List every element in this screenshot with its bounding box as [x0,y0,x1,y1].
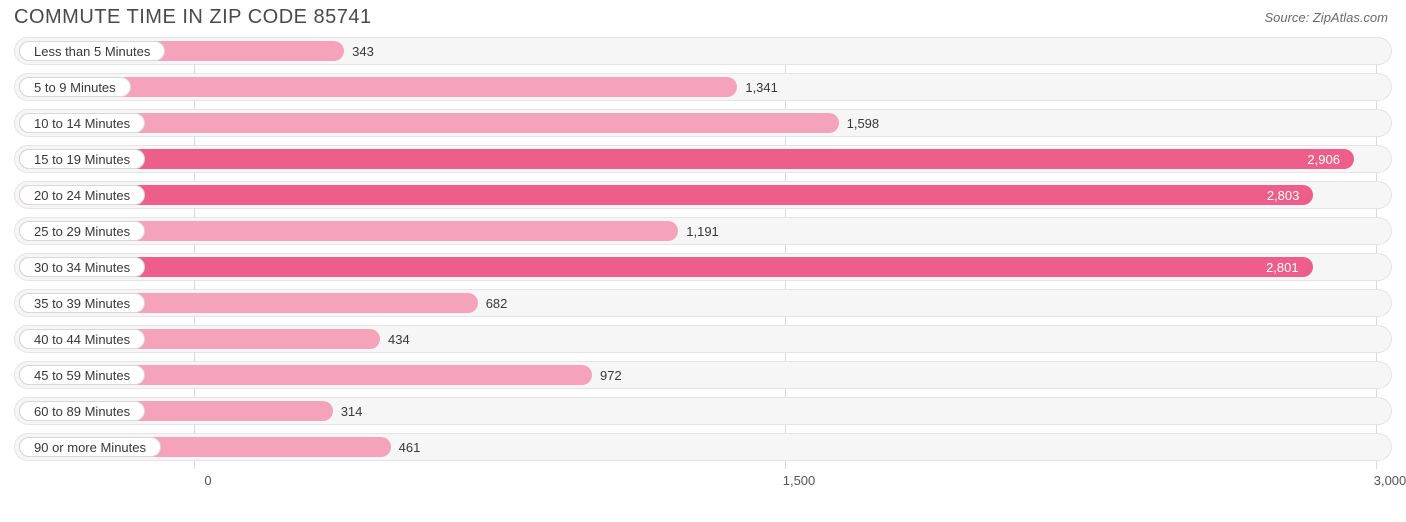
bar-fill [19,185,1313,205]
bar-value-label: 343 [352,38,374,64]
bar-value-label: 972 [600,362,622,388]
bar-value-label: 434 [388,326,410,352]
bar-value-label: 2,906 [1307,146,1340,172]
bar-track: 90 or more Minutes 461 [14,433,1392,461]
bar-track: 30 to 34 Minutes 2,801 [14,253,1392,281]
bar-track: 35 to 39 Minutes 682 [14,289,1392,317]
x-tick-label: 1,500 [783,473,816,488]
bar-track: 60 to 89 Minutes 314 [14,397,1392,425]
category-pill: 20 to 24 Minutes [19,185,145,205]
category-pill: 35 to 39 Minutes [19,293,145,313]
bar-track: 5 to 9 Minutes 1,341 [14,73,1392,101]
category-pill: 90 or more Minutes [19,437,161,457]
chart-header: COMMUTE TIME IN ZIP CODE 85741 Source: Z… [0,0,1406,37]
bar-value-label: 1,598 [847,110,880,136]
category-pill: 15 to 19 Minutes [19,149,145,169]
bar-value-label: 1,341 [745,74,778,100]
category-pill: 45 to 59 Minutes [19,365,145,385]
category-pill: 5 to 9 Minutes [19,77,131,97]
bar-value-label: 2,801 [1266,254,1299,280]
source-prefix: Source: [1264,10,1312,25]
category-pill: Less than 5 Minutes [19,41,165,61]
x-tick-label: 3,000 [1374,473,1406,488]
bar-value-label: 682 [486,290,508,316]
category-pill: 25 to 29 Minutes [19,221,145,241]
chart-plot-area: Less than 5 Minutes 343 5 to 9 Minutes 1,34… [0,37,1406,497]
category-pill: 40 to 44 Minutes [19,329,145,349]
bar-track: 20 to 24 Minutes 2,803 [14,181,1392,209]
bar-value-label: 314 [341,398,363,424]
bar-track: 45 to 59 Minutes 972 [14,361,1392,389]
category-pill: 60 to 89 Minutes [19,401,145,421]
bar-value-label: 2,803 [1267,182,1300,208]
bar-track: 25 to 29 Minutes 1,191 [14,217,1392,245]
bar-value-label: 1,191 [686,218,719,244]
x-tick-label: 0 [204,473,211,488]
source-name: ZipAtlas.com [1313,10,1388,25]
x-axis: 01,5003,000 [14,469,1392,497]
bar-fill [19,149,1354,169]
bar-track: Less than 5 Minutes 343 [14,37,1392,65]
category-pill: 30 to 34 Minutes [19,257,145,277]
category-pill: 10 to 14 Minutes [19,113,145,133]
bar-fill [19,257,1313,277]
chart-source: Source: ZipAtlas.com [1264,10,1388,25]
bar-track: 10 to 14 Minutes 1,598 [14,109,1392,137]
bar-track: 40 to 44 Minutes 434 [14,325,1392,353]
bar-track: 15 to 19 Minutes 2,906 [14,145,1392,173]
bar-value-label: 461 [399,434,421,460]
chart-title: COMMUTE TIME IN ZIP CODE 85741 [14,6,372,29]
